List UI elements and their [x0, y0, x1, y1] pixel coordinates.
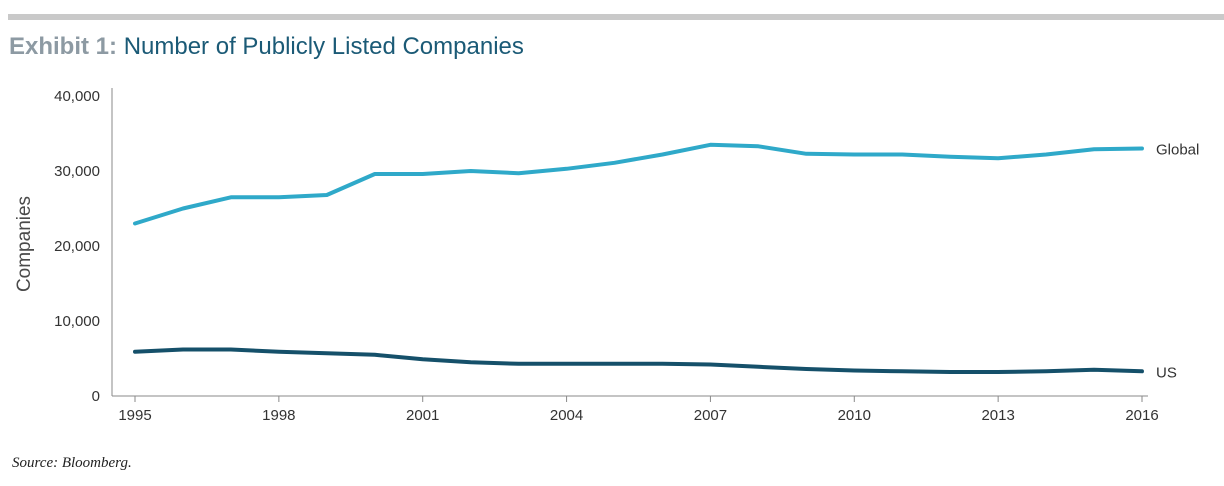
x-tick-label: 1998	[262, 407, 295, 424]
top-rule	[8, 14, 1224, 20]
y-axis-ticks: 0 10,000 20,000 30,000 40,000	[54, 88, 100, 405]
source-note: Source: Bloomberg.	[12, 455, 132, 471]
x-tick-label: 2010	[838, 407, 871, 424]
y-tick-label: 20,000	[54, 238, 100, 255]
y-tick-label: 30,000	[54, 163, 100, 180]
exhibit-label: Exhibit 1:	[9, 33, 118, 60]
series-lines	[133, 142, 1144, 374]
x-tick-label: 2001	[406, 407, 439, 424]
series-line-us	[133, 347, 1144, 374]
x-tick-label: 2007	[694, 407, 727, 424]
chart-title-text: Number of Publicly Listed Companies	[123, 33, 524, 60]
y-tick-label: 10,000	[54, 313, 100, 330]
chart-title: Exhibit 1: Number of Publicly Listed Com…	[9, 33, 524, 61]
series-line-global	[133, 142, 1144, 226]
axes	[111, 88, 1148, 397]
x-tick-label: 1995	[118, 407, 151, 424]
y-tick-label: 0	[92, 388, 100, 405]
x-tick-label: 2004	[550, 407, 583, 424]
x-axis-ticks: 1995 1998 2001 2004 2007 2010 2013 2016	[118, 396, 1159, 424]
series-labels: Global US	[1156, 142, 1199, 382]
x-tick-label: 2013	[981, 407, 1014, 424]
series-label-us: US	[1156, 364, 1177, 381]
y-tick-label: 40,000	[54, 88, 100, 105]
series-label-global: Global	[1156, 142, 1199, 159]
x-tick-label: 2016	[1125, 407, 1158, 424]
